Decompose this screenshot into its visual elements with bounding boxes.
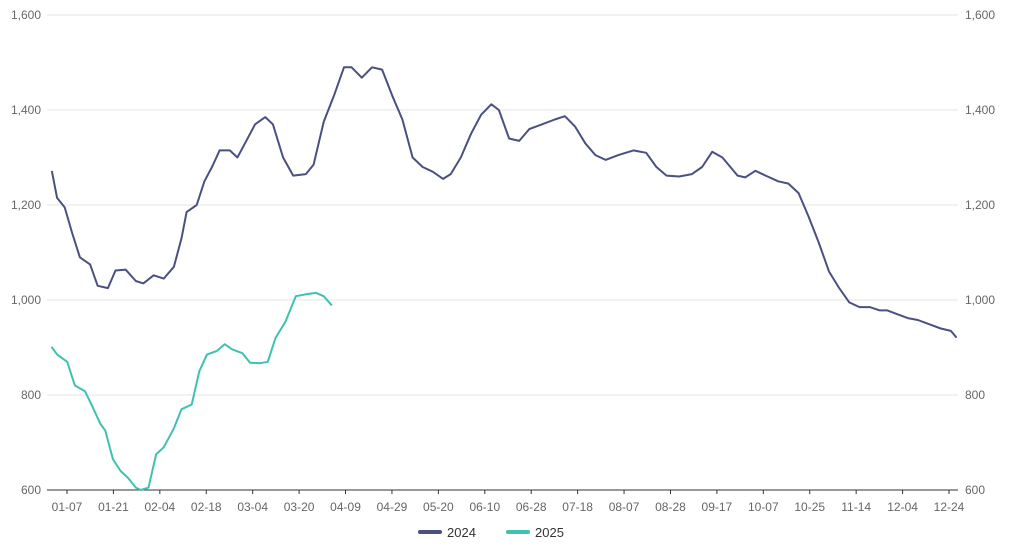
- x-tick-label: 04-29: [377, 500, 408, 514]
- y-tick-label-right: 600: [965, 483, 985, 497]
- x-tick-label: 12-04: [887, 500, 918, 514]
- x-tick-label: 01-07: [52, 500, 83, 514]
- x-tick-label: 08-28: [655, 500, 686, 514]
- series-line-2025: [51, 291, 333, 491]
- gridlines: [47, 14, 958, 396]
- y-axis-right: 600 800 1,000 1,200 1,400 1,600: [965, 8, 995, 497]
- x-tick-label: 03-04: [237, 500, 268, 514]
- y-tick-label-right: 1,200: [965, 198, 995, 212]
- x-tick-label: 02-04: [144, 500, 175, 514]
- legend-label: 2024: [447, 525, 476, 540]
- y-tick-label-left: 800: [21, 388, 41, 402]
- x-tick-label: 12-24: [934, 500, 965, 514]
- legend-label: 2025: [535, 525, 564, 540]
- x-tick-label: 06-28: [516, 500, 547, 514]
- y-tick-label-left: 600: [21, 483, 41, 497]
- x-axis: 01-07 01-21 02-04 02-18 03-04 03-20 04-09 04-29…: [52, 490, 965, 514]
- x-tick-label: 06-10: [469, 500, 500, 514]
- x-tick-label: 05-20: [423, 500, 454, 514]
- legend: 2024 2025: [418, 525, 564, 540]
- x-tick-label: 04-09: [330, 500, 361, 514]
- y-tick-label-left: 1,400: [11, 103, 41, 117]
- x-tick-label: 09-17: [702, 500, 733, 514]
- y-tick-label-right: 800: [965, 388, 985, 402]
- x-tick-label: 08-07: [609, 500, 640, 514]
- x-tick-label: 11-14: [841, 500, 871, 514]
- y-tick-label-left: 1,200: [11, 198, 41, 212]
- y-tick-label-right: 1,000: [965, 293, 995, 307]
- y-axis-left: 600 800 1,000 1,200 1,400 1,600: [11, 8, 41, 497]
- y-tick-label-left: 1,600: [11, 8, 41, 22]
- x-tick-label: 10-07: [748, 500, 779, 514]
- series-line-2024: [51, 66, 957, 338]
- y-tick-label-right: 1,400: [965, 103, 995, 117]
- x-tick-label: 01-21: [98, 500, 129, 514]
- x-tick-label: 02-18: [191, 500, 222, 514]
- y-tick-label-right: 1,600: [965, 8, 995, 22]
- x-tick-label: 10-25: [794, 500, 825, 514]
- x-tick-label: 07-18: [562, 500, 593, 514]
- series-layer: [51, 66, 957, 491]
- x-tick-label: 03-20: [284, 500, 315, 514]
- y-tick-label-left: 1,000: [11, 293, 41, 307]
